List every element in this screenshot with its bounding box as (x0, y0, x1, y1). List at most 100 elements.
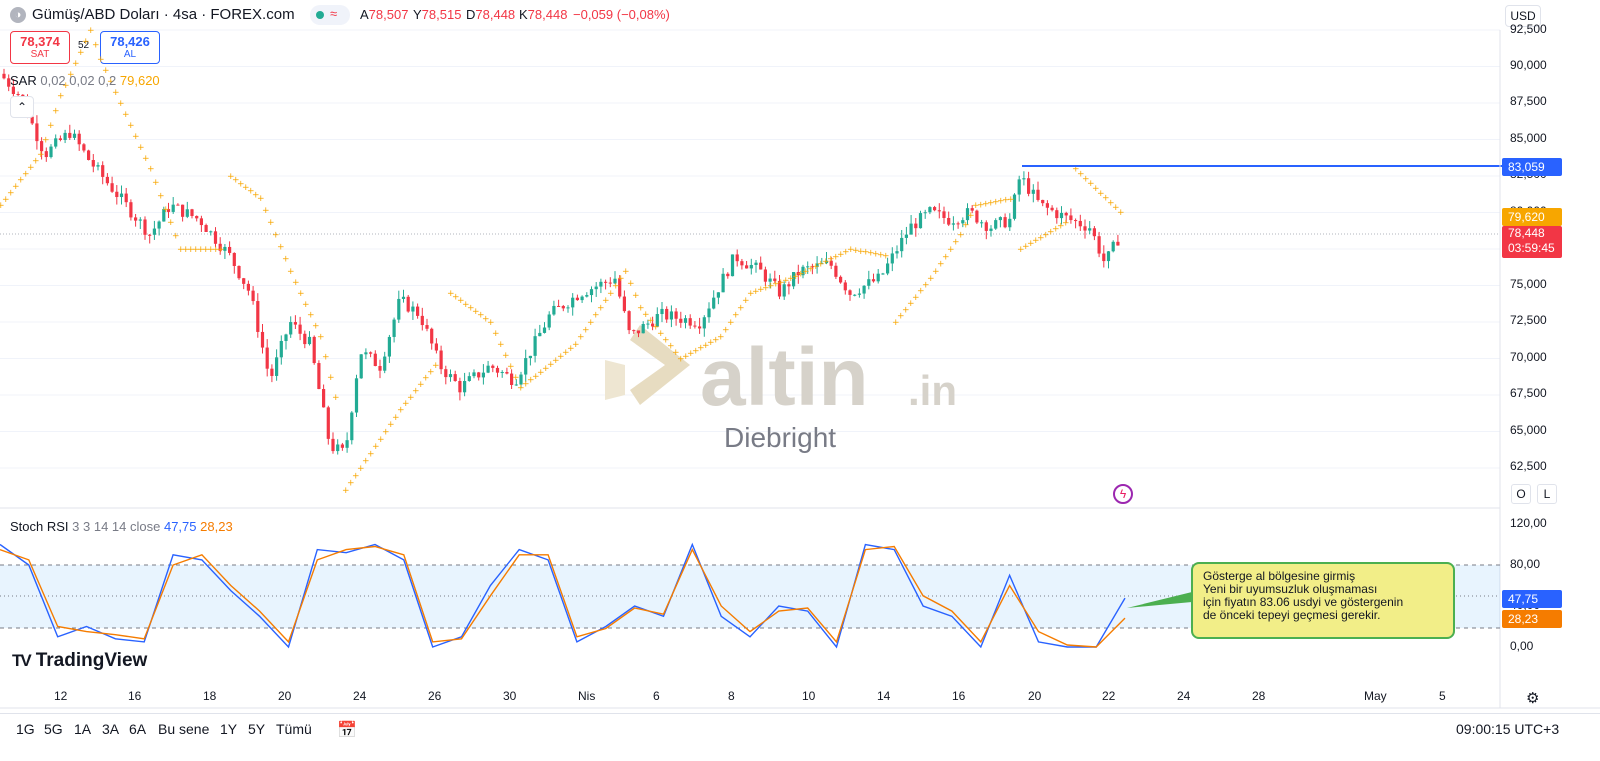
candle-body (44, 151, 48, 158)
candle-body (228, 246, 232, 253)
sar-dot: + (372, 442, 380, 452)
sar-dot: + (692, 346, 700, 356)
candle-body (632, 330, 636, 332)
candle-body (810, 266, 814, 268)
bolt-icon[interactable]: ϟ (1113, 484, 1133, 504)
sar-dot: + (422, 374, 430, 384)
time-tick-label: 30 (503, 689, 517, 703)
stoch-rsi-legend[interactable]: Stoch RSI 3 3 14 14 close 47,75 28,23 (10, 519, 233, 534)
calendar-goto-icon[interactable]: 📅 (337, 722, 357, 739)
sell-price: 78,374 (20, 34, 60, 49)
sar-dot: + (817, 260, 825, 270)
sar-dot: + (287, 267, 295, 277)
sar-dot: + (27, 163, 35, 173)
clock[interactable]: 09:00:15 UTC+3 (1456, 721, 1560, 737)
sar-dot: + (237, 179, 245, 189)
sar-dot: + (862, 248, 870, 258)
sell-button[interactable]: 78,374 SAT (10, 31, 70, 64)
range-button[interactable]: 6A (129, 721, 147, 737)
range-button[interactable]: 5G (44, 721, 63, 737)
sar-dot: + (297, 289, 305, 299)
sar-dot: + (347, 479, 355, 489)
time-tick-label: 22 (1102, 689, 1116, 703)
candle-body (298, 324, 302, 334)
time-tick-label: 26 (428, 689, 442, 703)
sar-dot: + (177, 245, 185, 255)
candle-body (580, 296, 584, 301)
candle-body (237, 265, 241, 279)
gear-icon[interactable]: ⚙ (1526, 690, 1540, 707)
scale-l-button[interactable]: L (1537, 484, 1557, 504)
candle-body (1064, 212, 1068, 216)
sar-dot: + (1037, 233, 1045, 243)
sar-dot: + (637, 303, 645, 313)
buy-button[interactable]: 78,426 AL (100, 31, 160, 64)
sar-dot: + (867, 249, 875, 259)
sar-dot: + (982, 199, 990, 209)
watermark-suffix: .in (908, 367, 957, 414)
sar-dot: + (452, 292, 460, 302)
candle-body (1012, 194, 1017, 219)
annotation-note[interactable]: Gösterge al bölgesine girmiş Yeni bir uy… (1191, 562, 1455, 639)
sar-dot: + (857, 247, 865, 257)
market-status-indicator[interactable]: ≈ (310, 5, 350, 25)
candle-body (773, 278, 777, 281)
time-tick-label: 20 (1028, 689, 1042, 703)
watermark-brand: altin (700, 332, 869, 423)
range-button[interactable]: 5Y (248, 721, 266, 737)
sar-dot: + (727, 318, 735, 328)
scale-o-button[interactable]: O (1511, 484, 1531, 504)
candle-body (984, 222, 988, 231)
range-button[interactable]: 1G (16, 721, 35, 737)
buy-label: AL (123, 49, 137, 60)
candle-body (434, 343, 438, 351)
sar-dot: + (387, 420, 395, 430)
range-button[interactable]: 1A (74, 721, 92, 737)
sar-dot: + (807, 264, 815, 274)
sar-dot: + (282, 255, 290, 265)
sar-dot: + (247, 187, 255, 197)
candle-body (481, 372, 485, 378)
candle-body (1097, 236, 1101, 254)
sar-dot: + (217, 245, 225, 255)
candle-body (777, 280, 782, 297)
sar-dot: + (652, 323, 660, 333)
tradingview-logo[interactable]: TV TradingView (12, 650, 148, 671)
sar-dot: + (477, 311, 485, 321)
currency-selector[interactable]: USD (1505, 5, 1541, 27)
price-tick-label: 90,000 (1510, 58, 1547, 72)
range-button[interactable]: 1Y (220, 721, 238, 737)
collapse-legend-button[interactable]: ⌃ (10, 96, 34, 118)
candle-body (829, 260, 833, 266)
candle-body (895, 251, 899, 254)
sar-dot: + (1107, 198, 1115, 208)
symbol-title[interactable]: Gümüş/ABD Doları · 4sa · FOREX.com (32, 6, 295, 23)
candle-body (472, 372, 476, 377)
sar-dot: + (227, 172, 235, 182)
sar-dot: + (72, 59, 80, 69)
sar-legend[interactable]: SAR 0,02 0,02 0,2 79,620 (10, 73, 160, 88)
candle-body (190, 209, 194, 216)
sar-dot: + (157, 191, 165, 201)
sar-dot: + (917, 287, 925, 297)
candle-body (547, 314, 551, 328)
range-button[interactable]: Tümü (276, 721, 312, 737)
ohlc-open: A78,507 (360, 7, 409, 22)
sar-dot: + (757, 285, 765, 295)
sar-dot: + (847, 245, 855, 255)
candle-body (754, 262, 758, 265)
candle-body (712, 297, 716, 309)
sar-dot: + (502, 351, 510, 361)
candle-body (129, 202, 133, 218)
price-tick-label: 87,500 (1510, 94, 1547, 108)
candle-body (101, 165, 105, 177)
range-button[interactable]: 3A (102, 721, 120, 737)
candle-body (232, 252, 236, 266)
sar-dot: + (937, 260, 945, 270)
sar-dot: + (527, 376, 535, 386)
candle-body (740, 261, 744, 266)
range-button[interactable]: Bu sene (158, 721, 210, 737)
candle-body (660, 308, 664, 315)
sar-dot: + (472, 307, 480, 317)
